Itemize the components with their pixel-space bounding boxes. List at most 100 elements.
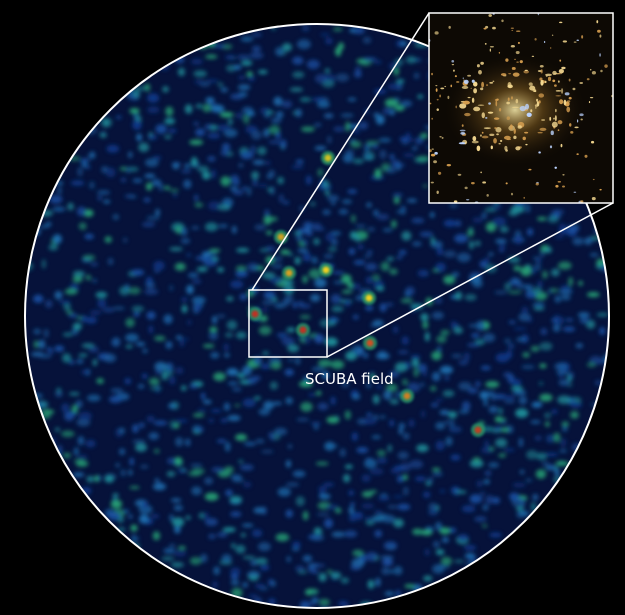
noise-blob	[300, 336, 306, 344]
noise-blob	[554, 295, 562, 303]
noise-blob	[570, 402, 582, 408]
noise-blob	[255, 557, 268, 565]
noise-blob	[211, 466, 224, 473]
galaxy	[470, 87, 472, 89]
noise-blob	[154, 335, 166, 342]
noise-blob	[322, 180, 330, 189]
noise-blob	[569, 411, 579, 419]
noise-blob	[221, 143, 231, 152]
noise-blob	[373, 60, 382, 64]
noise-blob	[243, 481, 252, 488]
noise-blob	[201, 171, 211, 180]
noise-blob	[533, 307, 545, 311]
galaxy	[517, 41, 520, 44]
galaxy	[561, 88, 564, 94]
noise-blob	[141, 373, 148, 379]
noise-blob	[259, 307, 269, 312]
noise-blob	[302, 601, 316, 607]
noise-blob	[559, 449, 568, 453]
noise-blob	[45, 221, 52, 227]
source	[324, 154, 332, 162]
noise-blob	[72, 275, 83, 283]
noise-blob	[578, 280, 583, 286]
noise-blob	[560, 294, 571, 301]
noise-blob	[69, 360, 75, 365]
source	[365, 294, 373, 302]
noise-blob	[241, 365, 252, 376]
noise-blob	[439, 365, 454, 375]
noise-blob	[143, 197, 151, 203]
noise-blob	[380, 261, 390, 272]
galaxy	[460, 131, 466, 135]
noise-blob	[546, 464, 556, 471]
noise-blob	[268, 169, 276, 178]
noise-blob	[96, 378, 104, 384]
noise-blob	[240, 36, 254, 42]
noise-blob	[518, 395, 528, 405]
galaxy	[557, 129, 560, 132]
noise-blob	[169, 188, 179, 193]
noise-blob	[444, 420, 450, 424]
galaxy	[562, 40, 568, 43]
noise-blob	[362, 36, 372, 44]
noise-blob	[408, 419, 415, 428]
noise-blob	[322, 209, 331, 215]
noise-blob	[236, 247, 250, 253]
noise-blob	[251, 145, 256, 155]
noise-blob	[144, 173, 156, 179]
noise-blob	[532, 287, 543, 295]
galaxy	[554, 166, 557, 169]
noise-blob	[133, 536, 140, 541]
noise-blob	[365, 140, 380, 144]
noise-blob	[104, 475, 115, 483]
noise-blob	[78, 222, 87, 230]
noise-blob	[365, 276, 373, 285]
noise-blob	[325, 232, 336, 242]
noise-blob	[538, 381, 544, 386]
noise-blob	[312, 227, 326, 231]
noise-blob	[258, 325, 272, 336]
noise-blob	[72, 270, 85, 278]
noise-blob	[41, 409, 55, 415]
galaxy	[434, 151, 438, 155]
noise-blob	[439, 527, 451, 535]
noise-blob	[487, 390, 494, 397]
noise-blob	[172, 517, 185, 527]
galaxy	[584, 154, 588, 158]
noise-blob	[495, 238, 507, 244]
noise-blob	[536, 216, 547, 221]
noise-blob	[370, 373, 375, 379]
noise-blob	[231, 474, 242, 481]
noise-blob	[312, 563, 326, 568]
noise-blob	[169, 543, 176, 548]
noise-blob	[33, 340, 39, 349]
noise-blob	[125, 317, 135, 328]
noise-blob	[311, 256, 318, 264]
galaxy	[560, 143, 563, 148]
noise-blob	[373, 209, 379, 217]
noise-blob	[227, 381, 239, 386]
inset-frame	[428, 12, 614, 204]
noise-blob	[41, 259, 46, 269]
galaxy	[540, 79, 544, 86]
noise-blob	[450, 454, 461, 461]
noise-blob	[344, 149, 354, 159]
noise-blob	[238, 459, 244, 464]
noise-blob	[180, 238, 191, 244]
noise-blob	[388, 569, 395, 574]
noise-blob	[212, 581, 218, 588]
noise-blob	[544, 246, 553, 253]
noise-blob	[254, 396, 261, 401]
noise-blob	[568, 371, 574, 379]
noise-blob	[90, 262, 99, 267]
noise-blob	[248, 594, 258, 598]
noise-blob	[62, 332, 73, 337]
noise-blob	[260, 363, 271, 370]
noise-blob	[138, 142, 150, 153]
noise-blob	[313, 423, 319, 431]
noise-blob	[507, 373, 515, 384]
noise-blob	[330, 293, 342, 304]
noise-blob	[132, 439, 146, 444]
noise-blob	[369, 489, 378, 494]
noise-blob	[235, 433, 248, 441]
